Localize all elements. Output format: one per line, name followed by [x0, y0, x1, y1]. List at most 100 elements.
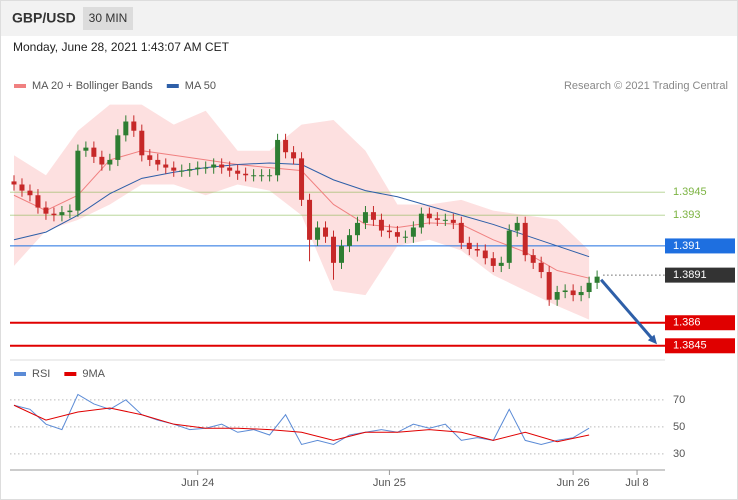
legend-label: 9MA [82, 368, 105, 380]
candle-body [426, 213, 432, 219]
timestamp: Monday, June 28, 2021 1:43:07 AM CET [13, 40, 230, 54]
candle-body [346, 235, 352, 246]
candle-body [450, 219, 456, 223]
candle-body [554, 292, 560, 300]
candle-body [386, 230, 392, 233]
candle-body [315, 227, 321, 240]
candle-body [394, 232, 400, 237]
candle-body [123, 121, 129, 136]
candle-body [410, 227, 416, 237]
candle-body [91, 147, 97, 157]
level-label: 1.393 [673, 209, 701, 221]
x-tick-label: Jul 8 [625, 477, 648, 489]
level-label: 1.3891 [673, 269, 707, 281]
legend-label: MA 50 [185, 80, 216, 92]
candle-body [107, 159, 113, 165]
level-label: 1.391 [673, 240, 701, 252]
candle-body [163, 164, 169, 168]
candle-body [11, 181, 17, 185]
candle-body [267, 175, 273, 177]
candle-body [362, 212, 368, 223]
level-box [665, 338, 735, 354]
level-label: 1.386 [673, 317, 701, 329]
rsi-ma-line [13, 404, 590, 443]
candle-body [19, 184, 25, 191]
candle-body [211, 164, 217, 168]
candle-body [307, 199, 313, 240]
legend-label: MA 20 + Bollinger Bands [32, 80, 153, 92]
candle-body [131, 121, 137, 131]
candle-body [562, 290, 568, 293]
rsi-tick-label: 50 [673, 421, 685, 433]
candle-body [482, 250, 488, 259]
candle-body [83, 147, 89, 151]
rsi-tick-label: 70 [673, 394, 685, 406]
candle-body [259, 175, 265, 177]
candle-body [299, 158, 305, 200]
candle-body [498, 262, 504, 266]
x-tick-label: Jun 25 [373, 477, 406, 489]
candle-body [594, 276, 600, 283]
candle-body [466, 242, 472, 250]
candle-body [219, 164, 225, 168]
level-label: 1.3845 [673, 340, 707, 352]
candle-body [378, 219, 384, 231]
candle-body [43, 207, 49, 214]
candle-body [434, 218, 440, 220]
candle-body [67, 210, 73, 213]
forecast-arrow-head [647, 334, 658, 345]
candle-body [522, 222, 528, 256]
rsi-line [13, 393, 590, 446]
timeframe-box[interactable] [83, 7, 133, 30]
candle-body [458, 222, 464, 243]
candle-body [442, 219, 448, 221]
candle-body [155, 159, 161, 165]
rsi-tick-label: 30 [673, 448, 685, 460]
timeframe[interactable]: 30 MIN [89, 11, 128, 25]
candle-body [338, 245, 344, 263]
symbol: GBP/USD [12, 10, 76, 26]
candle-body [570, 290, 576, 296]
candle-body [530, 255, 536, 263]
candle-body [147, 155, 153, 160]
candle-body [490, 258, 496, 266]
candle-body [546, 272, 552, 300]
level-label: 1.3945 [673, 186, 707, 198]
candle-body [243, 173, 249, 176]
level-box [665, 238, 735, 254]
candle-body [195, 167, 201, 170]
candle-body [586, 282, 592, 293]
candle-body [474, 249, 480, 251]
candle-body [35, 195, 41, 208]
candle-body [578, 292, 584, 296]
bollinger-band [13, 104, 590, 320]
candle-body [179, 170, 185, 172]
legend-swatch [14, 84, 26, 88]
candle-body [538, 262, 544, 273]
legend-swatch [64, 372, 77, 376]
credit: Research © 2021 Trading Central [564, 80, 728, 92]
forecast-arrow [599, 278, 655, 341]
x-tick-label: Jun 24 [181, 477, 214, 489]
candle-body [418, 213, 424, 228]
candle-body [506, 230, 512, 263]
candle-body [59, 212, 65, 216]
candle-body [187, 169, 193, 171]
legend-swatch [166, 84, 179, 88]
candle-body [115, 135, 121, 160]
level-box [665, 267, 735, 283]
candle-body [99, 156, 105, 165]
candle-body [75, 150, 81, 211]
candle-body [51, 213, 57, 216]
candle-body [203, 167, 209, 169]
candle-body [354, 222, 360, 236]
candle-body [275, 139, 281, 176]
candle-body [251, 175, 257, 177]
candle-body [139, 130, 145, 156]
candle-body [402, 236, 408, 238]
candle-body [323, 227, 329, 237]
candle-body [514, 222, 520, 231]
legend-label: RSI [32, 368, 50, 380]
x-tick-label: Jun 26 [557, 477, 590, 489]
